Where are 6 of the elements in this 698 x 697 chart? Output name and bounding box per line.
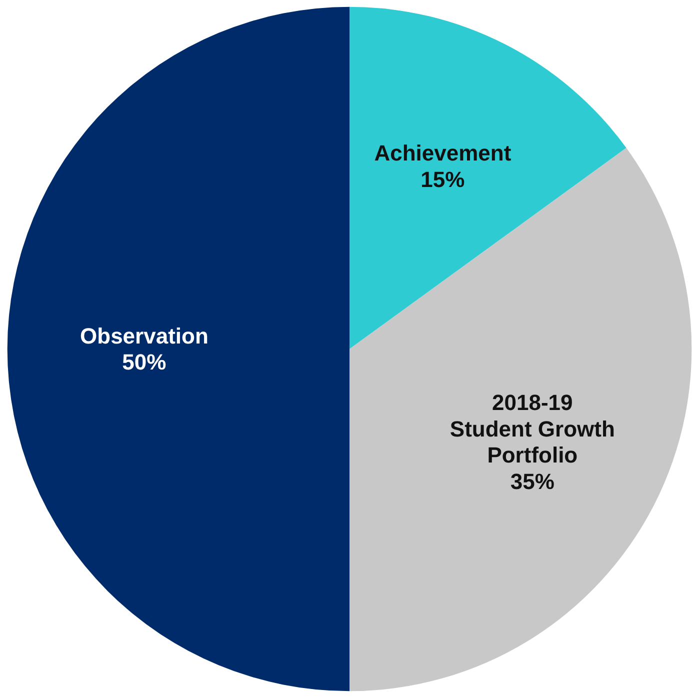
slice-label: Achievement <box>374 140 512 166</box>
slice-label: Observation <box>80 323 208 348</box>
data-label: 35% <box>510 468 554 494</box>
data-label: 50% <box>122 350 166 375</box>
slice-label: 2018-19 Student Growth Portfolio <box>450 390 615 468</box>
data-label: 15% <box>420 166 465 192</box>
